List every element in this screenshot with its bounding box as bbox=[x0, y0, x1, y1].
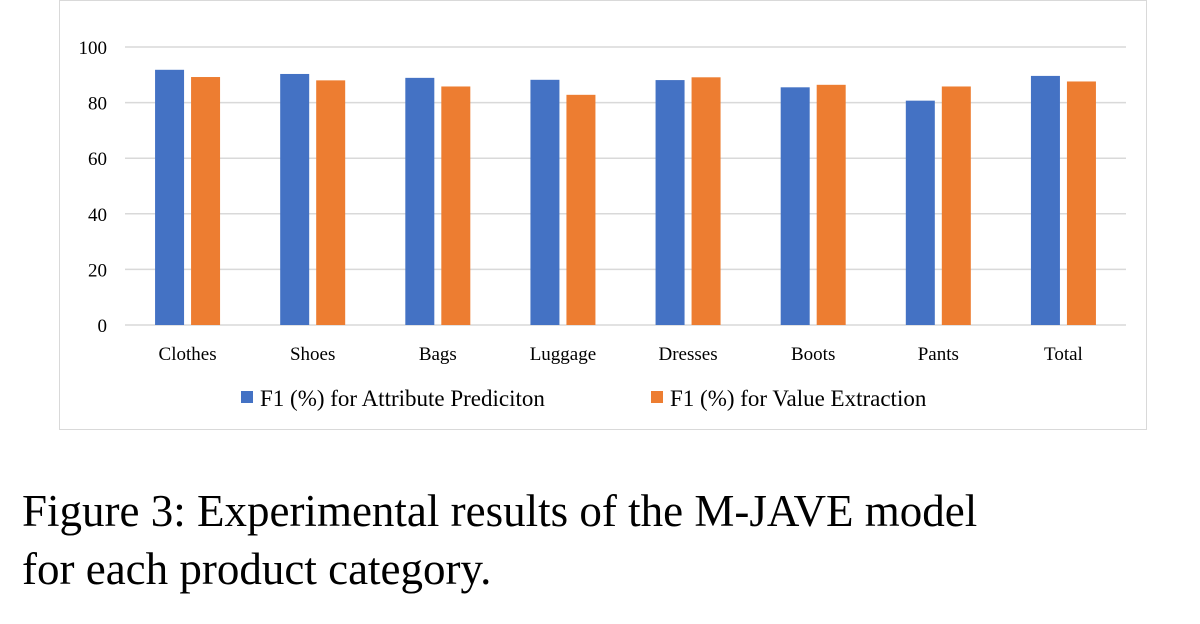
y-tick-label: 40 bbox=[88, 205, 107, 226]
bar-value-extraction bbox=[1066, 81, 1096, 325]
y-tick-labels: 0 20 40 60 80 100 bbox=[79, 38, 108, 337]
x-tick-label: Pants bbox=[918, 344, 959, 365]
bar-chart: 0 20 40 60 80 100 Clothes Shoes Bags Luggage Dres… bbox=[79, 38, 1126, 411]
x-tick-label: Total bbox=[1044, 344, 1083, 365]
bar-attribute-prediction bbox=[1030, 75, 1060, 325]
bar-value-extraction bbox=[441, 86, 471, 325]
y-tick-label: 80 bbox=[88, 94, 107, 115]
x-tick-label: Dresses bbox=[659, 344, 718, 365]
bar-attribute-prediction bbox=[655, 80, 685, 325]
legend: F1 (%) for Attribute Prediciton F1 (%) fo… bbox=[241, 386, 927, 411]
x-tick-label: Boots bbox=[791, 344, 835, 365]
figure-caption: Figure 3: Experimental results of the M-… bbox=[22, 482, 1192, 598]
bar-value-extraction bbox=[191, 77, 221, 325]
bars bbox=[155, 69, 1096, 326]
bar-attribute-prediction bbox=[280, 73, 310, 325]
x-tick-label: Bags bbox=[419, 344, 457, 365]
x-tick-label: Clothes bbox=[159, 344, 217, 365]
bar-attribute-prediction bbox=[530, 79, 560, 325]
legend-swatch bbox=[241, 391, 253, 403]
y-tick-label: 100 bbox=[79, 38, 108, 59]
bar-attribute-prediction bbox=[405, 77, 435, 325]
y-tick-label: 60 bbox=[88, 149, 107, 170]
x-tick-label: Luggage bbox=[530, 344, 596, 365]
x-tick-label: Shoes bbox=[290, 344, 335, 365]
bar-value-extraction bbox=[566, 94, 596, 325]
chart-frame: 0 20 40 60 80 100 Clothes Shoes Bags Luggage Dres… bbox=[59, 0, 1147, 430]
bar-value-extraction bbox=[941, 86, 971, 325]
bar-value-extraction bbox=[316, 80, 346, 325]
legend-label: F1 (%) for Attribute Prediciton bbox=[260, 386, 545, 411]
legend-swatch bbox=[651, 391, 663, 403]
y-tick-label: 20 bbox=[88, 260, 107, 281]
y-tick-label: 0 bbox=[98, 316, 108, 337]
bar-value-extraction bbox=[816, 84, 846, 325]
caption-line-1: Figure 3: Experimental results of the M-… bbox=[22, 486, 978, 536]
gridlines bbox=[125, 46, 1126, 326]
bar-value-extraction bbox=[691, 77, 721, 325]
bar-attribute-prediction bbox=[780, 87, 810, 325]
legend-label: F1 (%) for Value Extraction bbox=[670, 386, 927, 411]
bar-attribute-prediction bbox=[905, 100, 935, 326]
caption-line-2: for each product category. bbox=[22, 544, 492, 594]
x-tick-labels: Clothes Shoes Bags Luggage Dresses Boots Pants… bbox=[159, 344, 1083, 365]
bar-attribute-prediction bbox=[155, 69, 185, 326]
